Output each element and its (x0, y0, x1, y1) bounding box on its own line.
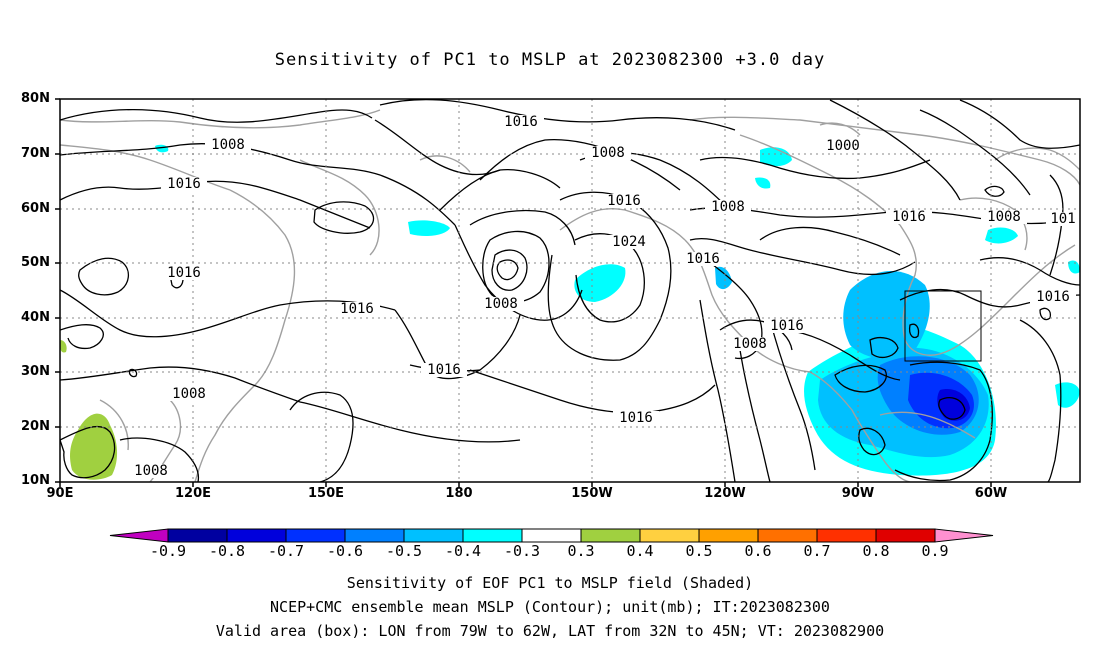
sensitivity-shading (60, 144, 1080, 480)
colorbar-label: -0.8 (208, 542, 246, 560)
contour-label: 1016 (167, 265, 201, 281)
colorbar-label: 0.3 (567, 542, 595, 560)
lat-label: 80N (21, 91, 50, 106)
lon-label: 150W (571, 486, 613, 501)
lat-label: 20N (21, 419, 50, 434)
contour-label: 1016 (619, 410, 653, 426)
lon-label: 120E (174, 486, 212, 501)
contour-label: 1008 (591, 145, 625, 161)
lon-label: 60W (974, 486, 1008, 501)
colorbar-label: -0.5 (385, 542, 423, 560)
contour-label: 1008 (484, 296, 518, 312)
contour-label: 1008 (172, 386, 206, 402)
contour-label: 1016 (427, 362, 461, 378)
lat-label: 40N (21, 310, 50, 325)
colorbar-label: 0.5 (685, 542, 713, 560)
contour-label: 1016 (686, 251, 720, 267)
lat-label: 30N (21, 364, 50, 379)
lon-label: 90E (46, 486, 74, 501)
lat-label: 60N (21, 201, 50, 216)
contour-label: 1016 (892, 209, 926, 225)
map-frame (59, 98, 1081, 483)
lat-label: 70N (21, 146, 50, 161)
colorbar-label: -0.4 (444, 542, 482, 560)
lon-label: 150E (307, 486, 345, 501)
contour-label: 1016 (504, 114, 538, 130)
caption-line-1: Sensitivity of EOF PC1 to MSLP field (Sh… (346, 574, 754, 592)
contour-label: 101 (1050, 211, 1075, 227)
colorbar-label: 0.4 (626, 542, 654, 560)
valid-area-box (904, 290, 982, 362)
contour-label: 1024 (612, 234, 646, 250)
contour-label: 1016 (607, 193, 641, 209)
contour-label: 1016 (1036, 289, 1070, 305)
contour-label: 1016 (167, 176, 201, 192)
lat-label: 50N (21, 255, 50, 270)
colorbar-label: -0.3 (503, 542, 541, 560)
caption-line-2: NCEP+CMC ensemble mean MSLP (Contour); u… (270, 598, 830, 616)
colorbar-label: 0.7 (803, 542, 831, 560)
contour-label: 1000 (826, 138, 860, 154)
lon-label: 90W (841, 486, 875, 501)
contour-label: 1008 (711, 199, 745, 215)
caption-line-3: Valid area (box): LON from 79W to 62W, L… (215, 622, 885, 640)
contour-label: 1008 (733, 336, 767, 352)
contour-label: 1016 (340, 301, 374, 317)
lon-label: 180 (445, 486, 473, 501)
lat-label: 10N (21, 473, 50, 488)
contour-label: 1008 (134, 463, 168, 479)
colorbar-label: -0.9 (149, 542, 187, 560)
map-title: Sensitivity of PC1 to MSLP at 2023082300… (274, 50, 826, 70)
colorbar-label: -0.7 (267, 542, 305, 560)
contour-label: 1008 (987, 209, 1021, 225)
contour-label: 1016 (770, 318, 804, 334)
axis-ticks (55, 98, 992, 487)
colorbar-label: 0.9 (921, 542, 949, 560)
lat-lon-grid (60, 99, 1080, 482)
colorbar-label: -0.6 (326, 542, 364, 560)
colorbar-label: 0.6 (744, 542, 772, 560)
contour-label: 1008 (211, 137, 245, 153)
colorbar-label: 0.8 (862, 542, 890, 560)
lon-label: 120W (704, 486, 746, 501)
